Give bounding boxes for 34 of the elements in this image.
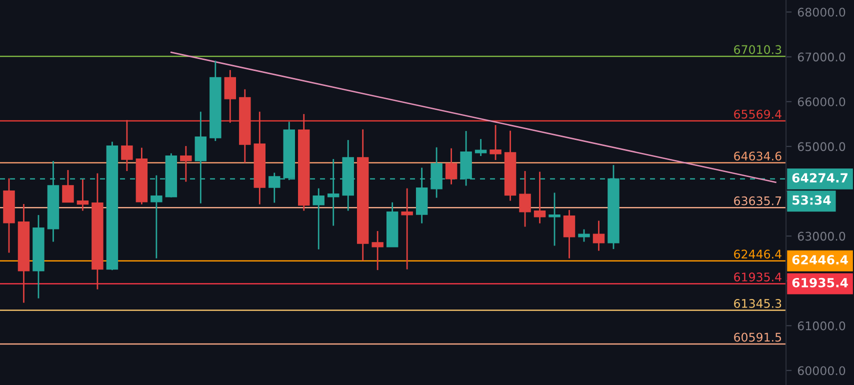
- candlestick: [592, 220, 605, 252]
- ref-line-label: 61935.4: [734, 272, 782, 282]
- y-tick-label: 60000.0: [798, 366, 846, 376]
- y-tick-label: 67000.0: [798, 52, 846, 62]
- candlestick: [490, 124, 502, 161]
- candlestick: [372, 230, 384, 271]
- ref-line-label: 62446.4: [734, 250, 782, 259]
- y-tick-label: 63000.0: [798, 232, 846, 241]
- ref-line-label: 61345.3: [734, 298, 782, 308]
- text: 53:34: [792, 195, 831, 205]
- candlestick: [519, 170, 531, 228]
- y-tick-label: 66000.0: [798, 97, 846, 106]
- candlestick: [401, 188, 413, 270]
- ref-line-label: 64274.7: [792, 173, 848, 183]
- text: 62446.4: [792, 255, 848, 264]
- y-tick-label: 61000.0: [798, 321, 846, 330]
- candlestick: [62, 169, 74, 203]
- text: 61935.4: [792, 278, 848, 288]
- candlestick: [312, 188, 324, 250]
- ref-line-label: 60591.5: [734, 332, 782, 342]
- candlestick: [76, 178, 89, 212]
- ref-line-label: 65569.4: [734, 110, 782, 119]
- candlestick: [445, 148, 458, 186]
- candlestick: [548, 192, 560, 246]
- y-tick-label: 65000.0: [798, 142, 846, 152]
- candlestick: [180, 145, 192, 182]
- candlestick: [578, 228, 590, 242]
- y-tick-label: 68000.0: [798, 8, 846, 17]
- candlestick: [474, 138, 487, 157]
- ref-line-label: 64634.6: [734, 152, 782, 161]
- ref-line-label: 63635.7: [734, 196, 782, 206]
- candlestick: [563, 209, 576, 260]
- candlestick: [534, 171, 546, 224]
- ref-line-label: 67010.3: [734, 45, 782, 54]
